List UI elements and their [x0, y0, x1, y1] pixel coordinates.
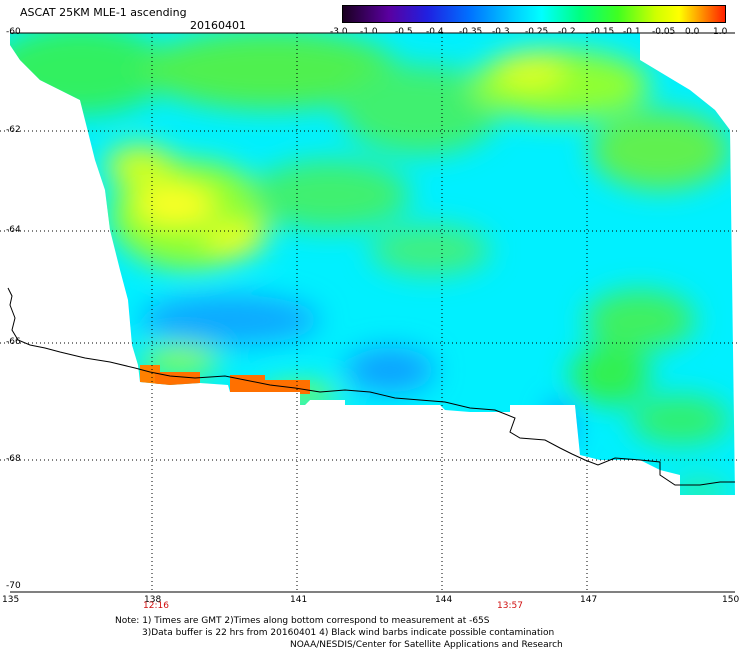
time-label: 12:16	[143, 601, 169, 611]
lat-label: -68	[6, 454, 21, 464]
colorbar-tick: -0.15	[591, 27, 615, 37]
note-line-3: NOAA/NESDIS/Center for Satellite Applica…	[290, 640, 563, 650]
colorbar-tick: -1.0	[360, 27, 378, 37]
colorbar-tick: -0.25	[525, 27, 549, 37]
lat-label: -64	[6, 225, 21, 235]
colorbar-tick: -0.1	[623, 27, 641, 37]
lon-label: 147	[580, 595, 598, 605]
colorbar-tick: 1.0	[713, 27, 728, 37]
wind-swath	[10, 33, 735, 495]
lon-label: 150	[722, 595, 740, 605]
graticule	[0, 33, 740, 592]
lon-label: 144	[435, 595, 453, 605]
colorbar-tick: -0.2	[558, 27, 576, 37]
colorbar-tick: 0.0	[685, 27, 700, 37]
colorbar-tick: -0.3	[492, 27, 510, 37]
colorbar-tick: -0.05	[652, 27, 676, 37]
map-date: 20160401	[190, 19, 246, 32]
lat-label: -66	[6, 337, 21, 347]
colorbar-gradient	[343, 6, 725, 22]
note-line-1: Note: 1) Times are GMT 2)Times along bot…	[115, 616, 490, 626]
time-label: 13:57	[497, 601, 523, 611]
colorbar-tick: -0.5	[395, 27, 413, 37]
lat-label: -60	[6, 27, 21, 37]
colorbar-tick: -0.4	[426, 27, 444, 37]
map-title: ASCAT 25KM MLE-1 ascending	[20, 6, 187, 19]
note-line-2: 3)Data buffer is 22 hrs from 20160401 4)…	[142, 628, 555, 638]
colorbar-tick: -3.0	[330, 27, 348, 37]
lon-label: 141	[290, 595, 308, 605]
lon-label: 138	[144, 595, 162, 605]
coastline	[7, 287, 735, 486]
lat-label: -70	[6, 581, 21, 591]
lat-label: -62	[6, 125, 21, 135]
lon-label: 135	[2, 595, 20, 605]
colorbar	[342, 5, 726, 23]
colorbar-tick: -0.35	[459, 27, 483, 37]
